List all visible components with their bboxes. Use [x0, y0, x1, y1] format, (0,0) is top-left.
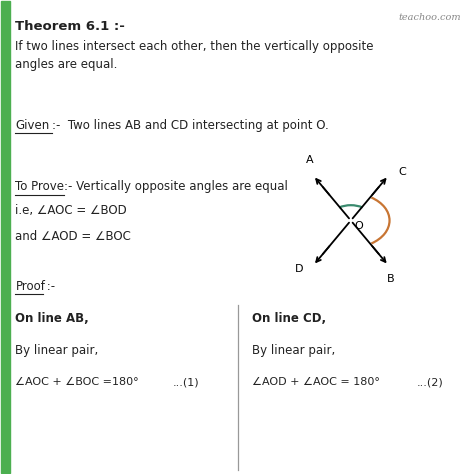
Text: Proof: Proof — [16, 280, 46, 293]
Text: If two lines intersect each other, then the vertically opposite
angles are equal: If two lines intersect each other, then … — [16, 40, 374, 71]
Text: Given: Given — [16, 119, 50, 132]
Text: Theorem 6.1 :-: Theorem 6.1 :- — [16, 20, 125, 33]
Text: O: O — [354, 221, 363, 231]
Text: :-  Two lines AB and CD intersecting at point O.: :- Two lines AB and CD intersecting at p… — [52, 119, 329, 132]
Text: A: A — [306, 155, 313, 165]
Text: D: D — [295, 264, 304, 274]
Text: By linear pair,: By linear pair, — [252, 345, 336, 357]
Text: teachoo.com: teachoo.com — [399, 13, 461, 22]
Text: :- Vertically opposite angles are equal: :- Vertically opposite angles are equal — [64, 181, 288, 193]
Text: and ∠AOD = ∠BOC: and ∠AOD = ∠BOC — [16, 230, 131, 243]
Text: B: B — [387, 274, 395, 284]
Text: :-: :- — [43, 280, 55, 293]
Text: ...(1): ...(1) — [173, 377, 199, 387]
Text: ∠AOD + ∠AOC = 180°: ∠AOD + ∠AOC = 180° — [252, 377, 380, 387]
Text: On line AB,: On line AB, — [16, 312, 89, 325]
Text: By linear pair,: By linear pair, — [16, 345, 99, 357]
Text: ...(2): ...(2) — [417, 377, 443, 387]
Text: C: C — [398, 167, 406, 177]
Text: i.e, ∠AOC = ∠BOD: i.e, ∠AOC = ∠BOD — [16, 204, 127, 217]
Bar — [1, 1, 10, 473]
Text: To Prove: To Prove — [16, 181, 64, 193]
Text: On line CD,: On line CD, — [252, 312, 327, 325]
Text: ∠AOC + ∠BOC =180°: ∠AOC + ∠BOC =180° — [16, 377, 139, 387]
